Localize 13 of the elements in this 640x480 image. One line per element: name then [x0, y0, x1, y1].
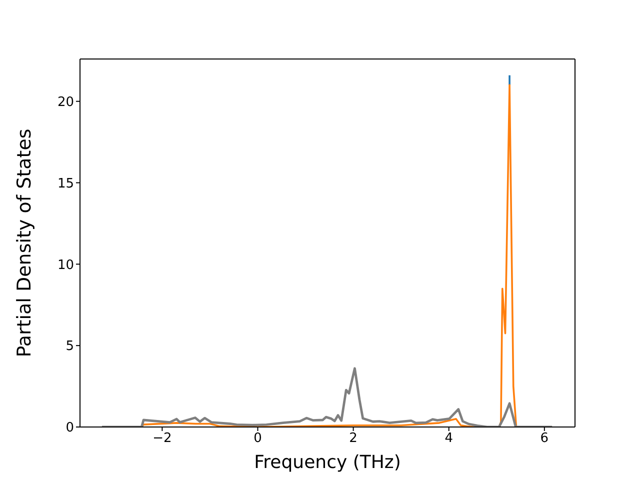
line-series	[100, 367, 554, 427]
y-tick-label: 10	[57, 258, 74, 273]
x-tick-label: 6	[540, 431, 549, 446]
y-tick-label: 20	[57, 94, 74, 110]
x-tick-label: −2	[152, 431, 172, 446]
y-axis-title: Partial Density of States	[14, 128, 36, 358]
x-axis-title: Frequency (THz)	[254, 452, 401, 473]
x-tick-label: 0	[254, 431, 262, 446]
y-tick-label: 15	[57, 176, 74, 192]
y-tick-label: 5	[66, 339, 74, 354]
y-tick-label: 0	[66, 420, 74, 436]
x-tick-label: 4	[444, 431, 453, 446]
x-tick-label: 2	[349, 431, 358, 446]
